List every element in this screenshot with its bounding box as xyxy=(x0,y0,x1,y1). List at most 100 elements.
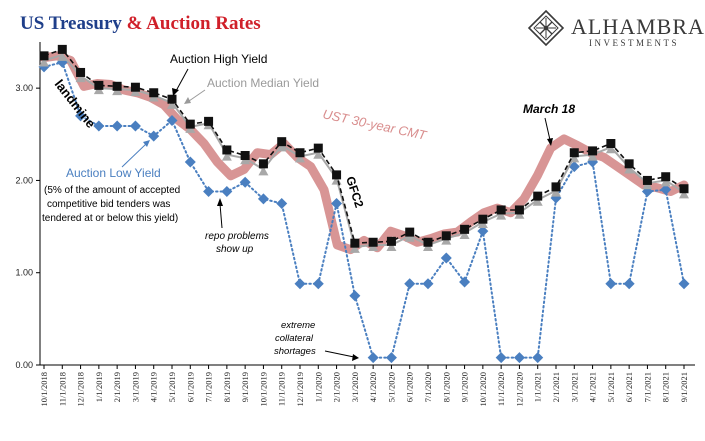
brand-tagline: INVESTMENTS xyxy=(589,38,679,48)
brand-name: ALHAMBRA xyxy=(571,14,705,39)
low-point xyxy=(166,114,178,126)
high-point xyxy=(130,82,140,92)
low-point xyxy=(312,278,324,290)
high-point xyxy=(606,139,616,149)
annotation-extreme-2: collateral xyxy=(275,333,314,344)
low-point xyxy=(257,193,269,205)
x-tick-label: 2/1/2019 xyxy=(112,372,122,402)
low-point xyxy=(367,352,379,364)
median-point xyxy=(57,51,68,61)
annotation-repo-arrowhead xyxy=(217,198,223,206)
low-point xyxy=(129,120,141,132)
median-point xyxy=(258,166,269,176)
x-tick-label: 10/1/2019 xyxy=(258,372,268,406)
median-point xyxy=(167,99,177,109)
median-point xyxy=(569,153,580,163)
median-point xyxy=(459,230,470,240)
series-ust30-cmt xyxy=(39,51,689,255)
x-tick-label: 6/1/2021 xyxy=(624,372,634,402)
x-tick-label: 10/1/2018 xyxy=(39,372,49,406)
x-tick-label: 7/1/2020 xyxy=(423,372,433,402)
x-tick-label: 3/1/2019 xyxy=(130,372,140,402)
y-tick-label: 2.00 xyxy=(15,175,33,185)
high-point xyxy=(76,67,86,77)
high-point xyxy=(551,182,561,192)
low-point xyxy=(331,198,343,209)
annotation-extreme-arrow xyxy=(324,350,355,358)
low-point xyxy=(404,278,416,290)
median-point xyxy=(313,149,324,159)
x-tick-label: 12/1/2019 xyxy=(295,372,305,406)
high-point xyxy=(441,231,451,241)
x-tick-label: 4/1/2021 xyxy=(588,372,598,402)
low-point xyxy=(148,130,160,142)
high-point xyxy=(514,205,524,215)
low-point xyxy=(111,120,123,132)
low-point xyxy=(75,110,87,122)
high-point xyxy=(624,159,634,169)
low-point xyxy=(605,278,617,290)
high-point xyxy=(642,175,652,185)
median-point xyxy=(295,153,305,163)
low-point xyxy=(203,186,215,198)
annotation-repo-1: repo problems xyxy=(205,231,269,242)
x-tick-label: 5/1/2021 xyxy=(606,372,616,402)
annotation-low-note-1: (5% of the amount of accepted xyxy=(44,185,180,196)
low-point xyxy=(294,278,306,290)
annotation-march18: March 18 xyxy=(523,102,575,116)
x-tick-label: 8/1/2021 xyxy=(661,372,671,402)
low-point xyxy=(221,186,233,198)
high-point xyxy=(588,146,598,156)
high-point xyxy=(496,205,506,215)
high-point xyxy=(240,151,250,161)
annotation-low-note-3: tendered at or below this yield) xyxy=(42,213,178,224)
x-tick-label: 11/1/2019 xyxy=(277,372,287,406)
x-tick-label: 3/1/2020 xyxy=(350,372,360,402)
annotation-low-arrowhead xyxy=(143,140,150,147)
annotation-extreme-arrowhead xyxy=(352,354,359,361)
annotation-median-arrowhead xyxy=(184,97,191,104)
x-tick-label: 5/1/2020 xyxy=(386,372,396,402)
x-tick-label: 6/1/2019 xyxy=(185,372,195,402)
x-tick-label: 2/1/2021 xyxy=(551,372,561,402)
median-point xyxy=(221,151,232,161)
x-tick-label: 8/1/2019 xyxy=(222,372,232,402)
low-point xyxy=(678,278,690,290)
median-point xyxy=(660,177,671,187)
high-point xyxy=(332,170,342,180)
low-point xyxy=(623,278,635,290)
high-point xyxy=(661,172,671,182)
x-tick-label: 9/1/2021 xyxy=(679,372,689,402)
median-point xyxy=(496,210,507,220)
x-tick-label: 11/1/2020 xyxy=(496,372,506,406)
chart-title-part1: US Treasury xyxy=(20,13,127,34)
x-axis-ticks: 10/1/2018 11/1/2018 12/1/2018 1/1/2019 2/1/2… xyxy=(39,365,689,406)
annotation-low-arrow xyxy=(121,143,147,168)
median-point xyxy=(532,196,543,206)
high-point xyxy=(350,238,360,248)
brand-logo: ALHAMBRA INVESTMENTS xyxy=(527,9,705,48)
high-point xyxy=(569,148,579,158)
median-point xyxy=(679,189,689,199)
median-point xyxy=(404,232,415,242)
high-point xyxy=(222,145,232,155)
x-tick-label: 6/1/2020 xyxy=(405,372,415,402)
low-point xyxy=(660,184,672,196)
x-tick-label: 1/1/2021 xyxy=(533,372,543,402)
high-point xyxy=(313,143,323,153)
high-point xyxy=(185,119,195,129)
low-point xyxy=(477,225,489,237)
series-auction-high xyxy=(39,44,689,248)
chart-title: US Treasury & Auction Rates xyxy=(20,13,261,34)
median-point xyxy=(386,242,397,252)
x-tick-label: 7/1/2021 xyxy=(642,372,652,402)
y-tick-label: 1.00 xyxy=(15,268,33,278)
x-tick-label: 8/1/2020 xyxy=(441,372,451,402)
x-tick-label: 10/1/2020 xyxy=(478,372,488,406)
x-tick-label: 7/1/2019 xyxy=(204,372,214,402)
high-point xyxy=(204,116,214,126)
annotation-auction-low: Auction Low Yield xyxy=(66,166,161,180)
high-point xyxy=(112,81,122,91)
